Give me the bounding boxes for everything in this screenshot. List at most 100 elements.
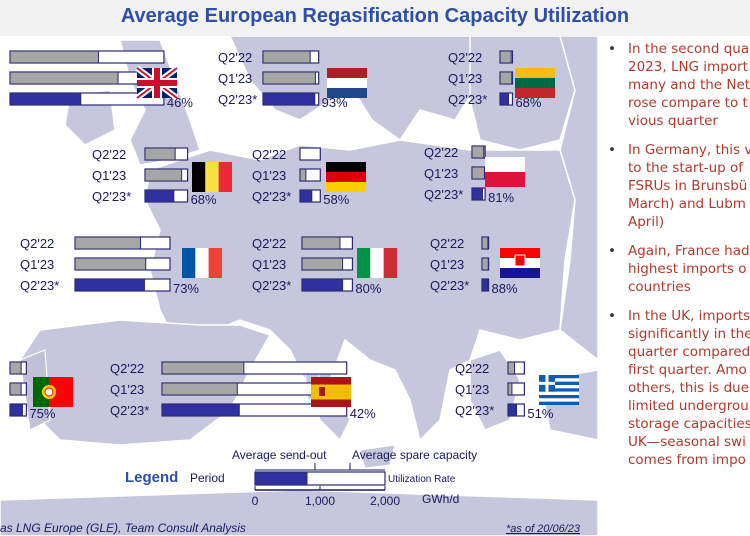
sendout-bar	[161, 403, 240, 417]
bullet-line: In the second qua	[628, 41, 750, 57]
footnote: *as of 20/06/23	[506, 523, 581, 535]
utilization-rate-label: 58%	[323, 192, 349, 207]
sendout-bar	[507, 382, 513, 396]
commentary-bullet: • Again, France had highest imports o count…	[600, 242, 750, 296]
sendout-bar	[299, 189, 313, 203]
bullet-line: In Germany, this v	[628, 142, 750, 158]
sendout-bar	[499, 92, 510, 106]
sendout-bar	[301, 236, 341, 250]
sendout-bar	[144, 189, 175, 203]
sendout-bar	[499, 50, 512, 64]
sendout-bar	[144, 147, 176, 161]
country-group-france: Q2'22 Q1'23 Q2'23* 73%	[20, 236, 199, 296]
sendout-bar	[144, 168, 183, 182]
title-bar	[0, 0, 750, 36]
commentary-bullets: • In the second qua 2023, LNG import many a…	[600, 40, 750, 536]
utilization-rate-label: 81%	[488, 190, 514, 205]
sendout-bar	[161, 361, 245, 375]
sendout-bar	[9, 361, 22, 375]
bullet-line: significantly in the	[628, 326, 750, 342]
period-label: Q2'22	[218, 50, 252, 65]
sendout-bar	[262, 92, 316, 106]
sendout-bar	[507, 403, 518, 417]
country-group-italy: Q2'22 Q1'23 Q2'23* 80%	[252, 236, 382, 296]
europe-map-background	[0, 36, 598, 536]
period-label: Q2'23*	[424, 187, 463, 202]
sendout-bar	[471, 187, 483, 201]
bullet-line: many and the Net	[628, 77, 750, 93]
utilization-rate-label: 88%	[492, 281, 518, 296]
country-group-netherlands: Q2'22 Q1'23 Q2'23* 93%	[218, 50, 348, 110]
europe-capacity-chart: 46% Q2'22 Q1'23 Q2'23* 93% Q2'22 Q1'23 Q2'23* 68…	[0, 36, 598, 536]
legend-bars-and-axis: 0 1,000 2,000	[252, 463, 400, 508]
country-group-portugal: 75%	[9, 361, 56, 421]
country-group-croatia: Q2'22 Q1'23 Q2'23* 88%	[430, 236, 518, 296]
germany-flag	[326, 162, 366, 192]
legend-sendout-bar	[254, 471, 308, 486]
bullet-line: storage capacities	[628, 416, 750, 432]
country-group-lithuania: Q2'22 Q1'23 Q2'23* 68%	[448, 50, 542, 110]
country-group-poland: Q2'22 Q1'23 Q2'23* 81%	[424, 145, 515, 205]
period-label: Q2'22	[252, 147, 286, 162]
sendout-bar	[301, 278, 344, 292]
sendout-bar	[507, 361, 516, 375]
period-label: Q2'22	[20, 236, 54, 251]
legend-bracket-spare	[349, 463, 385, 471]
country-group-germany: Q2'22 Q1'23 Q2'23* 58%	[252, 147, 350, 207]
bullet-line: FSRUs in Brunsbü	[628, 178, 748, 194]
legend-period-label: Period	[190, 471, 225, 485]
country-group-greece: Q2'22 Q1'23 Q2'23* 51%	[455, 361, 554, 421]
period-label: Q1'23	[20, 257, 54, 272]
sendout-bar	[262, 71, 316, 85]
period-label: Q2'22	[448, 50, 482, 65]
period-label: Q2'23*	[430, 278, 469, 293]
period-label: Q2'22	[455, 361, 489, 376]
sendout-bar	[9, 50, 99, 64]
bullet-line: quarter compared	[628, 344, 750, 360]
commentary-bullet: • In the second qua 2023, LNG import many a…	[600, 40, 750, 130]
utilization-rate-label: 75%	[29, 406, 55, 421]
legend-tick-label: 0	[252, 494, 259, 508]
sendout-bar	[481, 278, 489, 292]
period-label: Q1'23	[455, 382, 489, 397]
period-label: Q2'22	[430, 236, 464, 251]
commentary-bullet: • In Germany, this v to the start-up of FSR…	[600, 141, 750, 231]
bullet-dot-icon: •	[608, 308, 616, 324]
utilization-rate-label: 73%	[173, 281, 199, 296]
period-label: Q2'23*	[218, 92, 257, 107]
capacity-bar	[299, 147, 321, 161]
bullet-line: countries	[628, 279, 691, 295]
bullet-line: highest imports o	[628, 261, 747, 277]
bullet-line: limited undergrou	[628, 398, 749, 414]
period-label: Q2'22	[424, 145, 458, 160]
period-label: Q1'23	[430, 257, 464, 272]
period-label: Q2'23*	[20, 278, 59, 293]
sendout-bar	[499, 71, 513, 85]
legend-sendout-label: Average send-out	[232, 448, 327, 462]
bullet-line: UK—seasonal swi	[628, 434, 746, 450]
sendout-bar	[481, 257, 489, 271]
bullet-line: first quarter. Amo	[628, 362, 747, 378]
sendout-bar	[74, 236, 141, 250]
period-label: Q1'23	[92, 168, 126, 183]
uk-flag	[135, 65, 179, 101]
period-label: Q2'22	[110, 361, 144, 376]
bullet-dot-icon: •	[608, 41, 616, 57]
legend-spare-label: Average spare capacity	[352, 448, 477, 462]
legend-tick-label: 1,000	[305, 494, 335, 508]
period-label: Q1'23	[110, 382, 144, 397]
chart-title: Average European Regasification Capacity…	[120, 5, 630, 27]
portugal-flag	[33, 377, 73, 407]
country-group-belgium: Q2'22 Q1'23 Q2'23* 68%	[92, 147, 217, 207]
belgium-flag	[192, 162, 232, 192]
sendout-bar	[299, 168, 307, 182]
utilization-rate-label: 42%	[350, 406, 376, 421]
italy-flag	[357, 248, 397, 278]
sendout-bar	[471, 145, 485, 159]
sendout-bar	[9, 403, 23, 417]
legend: Legend Period Average send-out Average s…	[125, 448, 477, 508]
bullet-line: In the UK, imports	[628, 308, 750, 324]
legend-rate-label: Utilization Rate	[388, 474, 456, 485]
legend-unit-label: GWh/d	[422, 492, 459, 506]
spain-flag	[311, 377, 351, 407]
